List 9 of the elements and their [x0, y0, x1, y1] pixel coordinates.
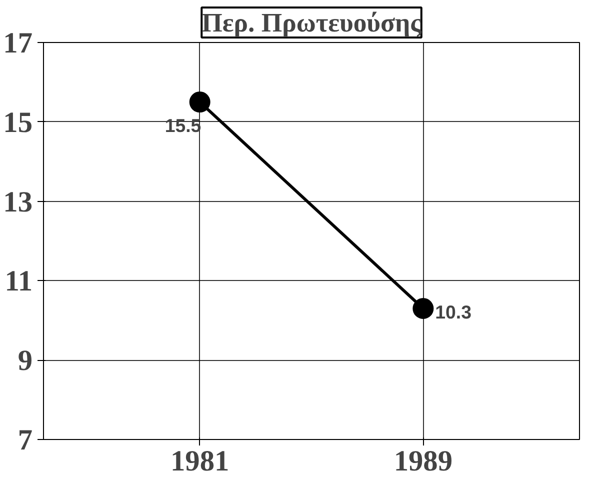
- data-label: 10.3: [435, 301, 472, 322]
- y-tick-label: 7: [18, 424, 33, 456]
- x-tick-label: 1989: [394, 446, 452, 478]
- y-tick-label: 13: [3, 186, 32, 218]
- y-tick-label: 17: [3, 28, 32, 60]
- y-tick-label: 15: [3, 106, 32, 139]
- y-tick-label: 9: [18, 345, 33, 378]
- y-tick-label: 11: [4, 266, 33, 298]
- x-tick-label: 1981: [170, 446, 230, 478]
